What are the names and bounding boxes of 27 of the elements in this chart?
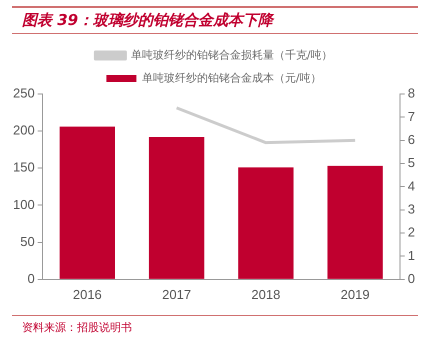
y2-tick-label: 0	[408, 270, 416, 286]
y-tick-label: 0	[27, 270, 35, 286]
y2-tick-label: 6	[408, 132, 416, 147]
bar	[60, 126, 115, 279]
y2-tick-label: 8	[408, 86, 416, 101]
x-tick-label: 2017	[162, 286, 192, 302]
y2-tick-label: 1	[408, 248, 416, 263]
y-tick-label: 200	[12, 122, 35, 138]
y2-tick-label: 5	[408, 155, 416, 170]
y-tick-label: 250	[12, 86, 35, 101]
y2-tick-label: 2	[408, 224, 416, 240]
x-tick-label: 2016	[72, 286, 102, 302]
x-tick-label: 2019	[340, 286, 370, 302]
legend-label: 单吨玻纤纱的铂铑合金损耗量（千克/吨）	[130, 48, 333, 62]
y-tick-label: 100	[12, 196, 35, 212]
y-tick-label: 50	[20, 234, 35, 249]
bar	[148, 137, 204, 279]
bar	[238, 167, 294, 279]
chart-title: 图表 39：玻璃纱的铂铑合金成本下降	[12, 6, 418, 34]
y2-tick-label: 4	[408, 178, 416, 194]
y-tick-label: 150	[12, 160, 35, 175]
y2-tick-label: 3	[408, 201, 416, 216]
bar	[327, 166, 383, 279]
x-tick-label: 2018	[251, 286, 280, 302]
legend-label: 单吨玻纤纱的铂铑合金成本（元/吨）	[142, 71, 322, 84]
y2-tick-label: 7	[408, 108, 416, 124]
text: 资料来源：招股说明书	[12, 315, 418, 339]
